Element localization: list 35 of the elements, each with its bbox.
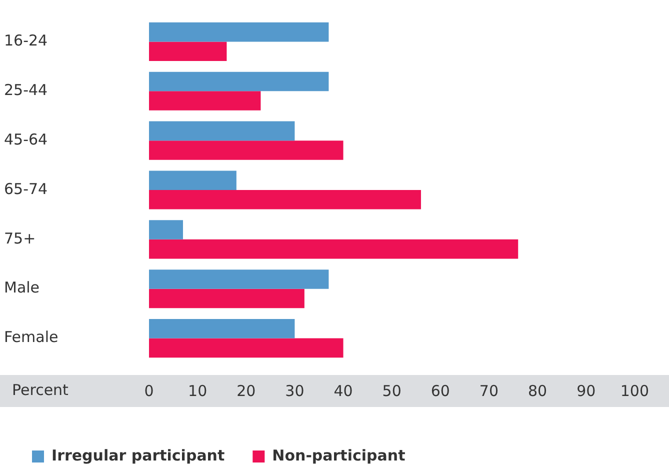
x-tick-label: 20 <box>236 382 256 400</box>
x-tick-label: 30 <box>285 382 304 400</box>
x-tick-label: 40 <box>334 382 353 400</box>
bar <box>149 190 421 210</box>
y-tick-label: 25-44 <box>4 81 48 100</box>
bar <box>149 72 329 92</box>
bar <box>149 170 236 190</box>
y-tick-label: 16-24 <box>4 32 48 50</box>
x-tick-label: 50 <box>382 382 402 400</box>
x-tick-label: 80 <box>528 382 548 400</box>
y-tick-label: 45-64 <box>4 130 48 148</box>
x-axis-title: Percent <box>12 380 69 399</box>
y-tick-label: Male <box>4 278 40 297</box>
bar <box>149 91 261 110</box>
legend-label: Non-participant <box>272 446 406 464</box>
legend-label: Irregular participant <box>52 446 225 464</box>
y-tick-label: 75+ <box>4 229 36 248</box>
x-tick-label: 60 <box>430 382 450 400</box>
y-tick-label: 65-74 <box>4 180 48 198</box>
bar <box>149 220 183 240</box>
x-tick-label: 0 <box>144 382 154 400</box>
bar <box>149 121 295 141</box>
x-tick-label: 90 <box>576 382 596 400</box>
bar <box>149 22 329 42</box>
bar <box>149 338 344 358</box>
bar <box>149 288 304 308</box>
bar <box>149 319 295 338</box>
x-tick-label: 10 <box>188 382 208 400</box>
bar <box>149 270 329 289</box>
bar <box>149 239 518 259</box>
y-tick-label: Female <box>4 328 58 346</box>
bar <box>149 42 227 61</box>
bar <box>149 140 344 160</box>
x-tick-label: 100 <box>620 382 650 400</box>
x-tick-label: 70 <box>479 382 499 400</box>
